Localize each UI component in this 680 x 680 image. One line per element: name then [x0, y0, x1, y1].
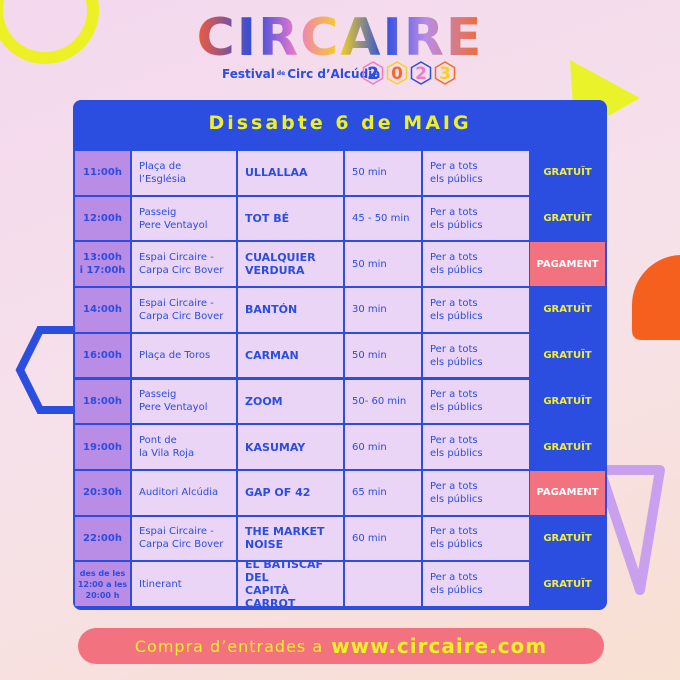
show-cell: ZOOM [238, 379, 343, 424]
duration-cell: 50- 60 min [345, 379, 421, 424]
audience-cell: Per a tots els públics [423, 151, 529, 195]
subtitle: Festival de Circ d’Alcúdia [222, 67, 380, 81]
logo: CIRCAIRE [197, 8, 484, 68]
place-cell: Espai Circaire - Carpa Circ Bover [132, 242, 236, 287]
year-digit: 3 [439, 64, 451, 84]
price-cell: GRATUÏT [530, 562, 605, 606]
duration-cell: 50 min [345, 151, 421, 195]
place-cell: Espai Circaire - Carpa Circ Bover [132, 288, 236, 332]
show-cell: TOT BÉ [238, 196, 343, 241]
price-cell: GRATUÏT [530, 151, 605, 195]
duration-cell: 30 min [345, 288, 421, 332]
time-cell: 19:00h [75, 425, 130, 469]
show-cell: KASUMAY [238, 425, 343, 469]
price-cell: GRATUÏT [530, 425, 605, 469]
duration-cell: 65 min [345, 470, 421, 515]
deco-half-circle [632, 255, 680, 340]
price-cell: GRATUÏT [530, 379, 605, 424]
audience-cell: Per a tots els públics [423, 425, 529, 469]
audience-cell: Per a tots els públics [423, 196, 529, 241]
footer-url[interactable]: www.circaire.com [331, 634, 548, 658]
audience-cell: Per a tots els públics [423, 242, 529, 287]
place-cell: Auditori Alcúdia [132, 470, 236, 515]
place-cell: Itinerant [132, 562, 236, 606]
duration-cell: 50 min [345, 333, 421, 378]
footer-banner: Compra d’entrades a www.circaire.com [78, 628, 604, 664]
audience-cell: Per a tots els públics [423, 470, 529, 515]
year-digit: 2 [415, 64, 427, 84]
day-heading: Dissabte 6 de MAIG [208, 112, 472, 134]
price-cell: GRATUÏT [530, 516, 605, 561]
place-cell: Plaça de Toros [132, 333, 236, 378]
price-cell: GRATUÏT [530, 333, 605, 378]
audience-cell: Per a tots els públics [423, 333, 529, 378]
price-cell: PAGAMENT [530, 470, 605, 515]
footer-text: Compra d’entrades a [134, 636, 324, 656]
year-digit: 0 [391, 64, 403, 84]
place-cell: Pont de la Vila Roja [132, 425, 236, 469]
time-cell: 14:00h [75, 288, 130, 332]
price-cell: GRATUÏT [530, 288, 605, 332]
show-cell: THE MARKET NOISE [238, 516, 343, 561]
place-cell: Plaça de l’Església [132, 151, 236, 195]
year-hexagon [410, 61, 432, 85]
audience-cell: Per a tots els públics [423, 516, 529, 561]
duration-cell: 60 min [345, 516, 421, 561]
time-cell: 16:00h [75, 333, 130, 378]
time-cell: 12:00h [75, 196, 130, 241]
deco-circle [0, 0, 99, 64]
duration-cell: 50 min [345, 242, 421, 287]
time-cell: des de les 12:00 a les 20:00 h [75, 562, 130, 606]
audience-cell: Per a tots els públics [423, 379, 529, 424]
price-cell: PAGAMENT [530, 242, 605, 287]
time-cell: 22:00h [75, 516, 130, 561]
show-cell: CARMAN [238, 333, 343, 378]
year-hexagon [386, 61, 408, 85]
year-digit: 2 [367, 64, 379, 84]
duration-cell: 60 min [345, 425, 421, 469]
time-cell: 18:00h [75, 379, 130, 424]
time-cell: 13:00h i 17:00h [75, 242, 130, 287]
place-cell: Espai Circaire - Carpa Circ Bover [132, 516, 236, 561]
place-cell: Passeig Pere Ventayol [132, 379, 236, 424]
show-cell: ULLALLAA [238, 151, 343, 195]
show-cell: GAP OF 42 [238, 470, 343, 515]
place-cell: Passeig Pere Ventayol [132, 196, 236, 241]
deco-triangle-outline [595, 465, 665, 595]
price-cell: GRATUÏT [530, 196, 605, 241]
audience-cell: Per a tots els públics [423, 562, 529, 606]
duration-cell: 45 - 50 min [345, 196, 421, 241]
year-hexagon [362, 61, 384, 85]
show-cell: BANTÓN [238, 288, 343, 332]
audience-cell: Per a tots els públics [423, 288, 529, 332]
time-cell: 11:00h [75, 151, 130, 195]
year-hexagon [434, 61, 456, 85]
show-cell: CUALQUIER VERDURA [238, 242, 343, 287]
time-cell: 20:30h [75, 470, 130, 515]
show-cell: EL BATISCAF DEL CAPITÀ CARROT [238, 558, 343, 610]
duration-cell [345, 562, 421, 606]
